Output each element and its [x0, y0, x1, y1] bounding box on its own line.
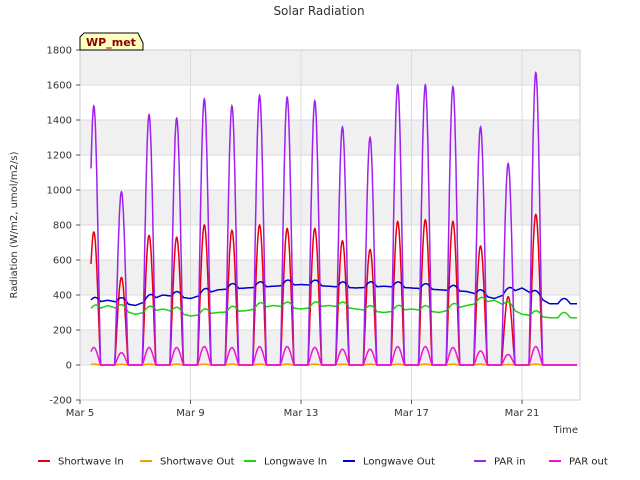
legend-label: Shortwave In	[58, 457, 124, 468]
y-tick-label: 1400	[47, 116, 72, 127]
legend-label: Longwave In	[264, 457, 327, 468]
x-tick-label: Mar 13	[284, 408, 319, 419]
series-layer	[90, 70, 577, 366]
grid-band	[80, 190, 580, 225]
y-tick-label: 1600	[47, 81, 72, 92]
annotation-label: WP_met	[86, 36, 136, 49]
y-tick-label: 200	[53, 326, 72, 337]
station-annotation: WP_met	[79, 32, 144, 51]
y-axis-ticks: -200 0 200 400 600 800 1000 1200 1400 1600 1800	[47, 46, 80, 407]
y-tick-label: -200	[49, 396, 72, 407]
series-line-par-out	[90, 345, 577, 366]
legend-label: PAR in	[494, 457, 525, 468]
x-tick-label: Mar 9	[176, 408, 204, 419]
legend-label: Longwave Out	[363, 457, 435, 468]
y-axis-title: Radiation (W/m2, umol/m2/s)	[9, 151, 20, 298]
chart-title: Solar Radiation	[273, 4, 364, 18]
grid-band	[80, 260, 580, 295]
y-tick-label: 400	[53, 291, 72, 302]
y-tick-label: 1800	[47, 46, 72, 57]
y-tick-label: 0	[66, 361, 72, 372]
x-tick-label: Mar 5	[66, 408, 94, 419]
grid-band	[80, 330, 580, 365]
legend: Shortwave In Shortwave Out Longwave In Long…	[38, 457, 608, 468]
y-tick-label: 600	[53, 256, 72, 267]
legend-label: Shortwave Out	[160, 457, 235, 468]
y-tick-label: 800	[53, 221, 72, 232]
x-tick-label: Mar 21	[505, 408, 540, 419]
x-axis-title: Time	[553, 425, 578, 436]
x-tick-label: Mar 17	[394, 408, 429, 419]
y-tick-label: 1200	[47, 151, 72, 162]
y-tick-label: 1000	[47, 186, 72, 197]
legend-label: PAR out	[569, 457, 608, 468]
grid-band	[80, 50, 580, 85]
grid-band	[80, 120, 580, 155]
x-axis-ticks: Mar 5 Mar 9 Mar 13 Mar 17 Mar 21	[66, 400, 540, 419]
series-line-longwave-in	[90, 296, 577, 319]
